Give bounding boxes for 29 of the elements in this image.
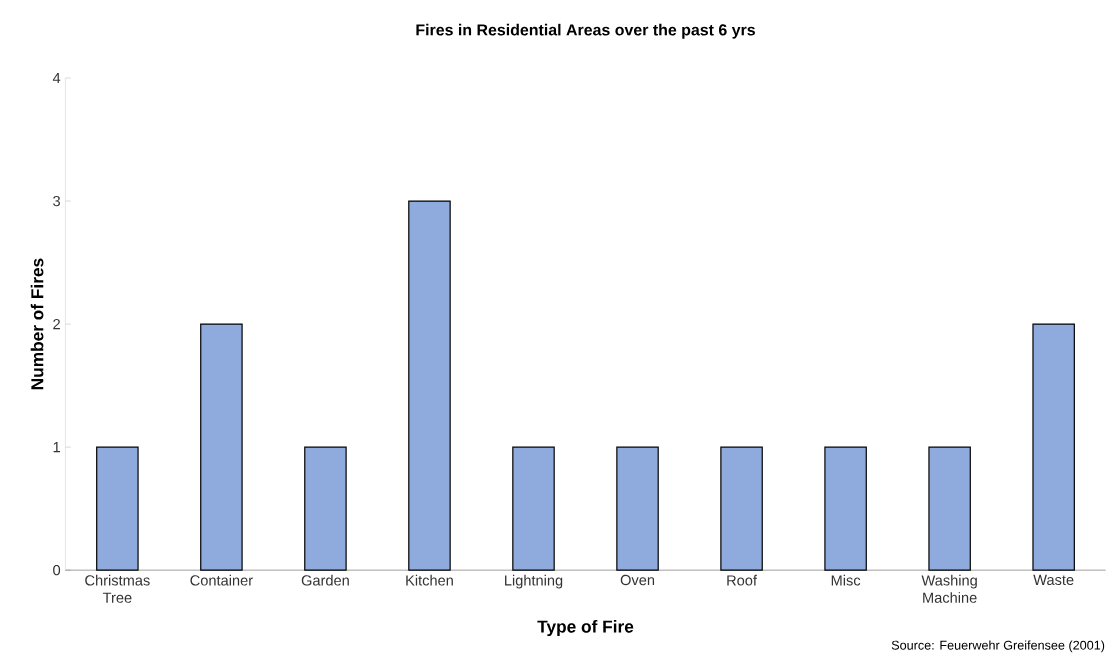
x-tick-label: Roof <box>727 574 758 586</box>
chart-title: Fires in Residential Areas over the past 6 yrs <box>416 23 755 39</box>
bar <box>824 446 867 571</box>
bar <box>928 446 971 571</box>
x-tick-label: Garden <box>301 574 349 586</box>
y-axis-title: Number of Fires <box>30 258 44 390</box>
y-tick-label: 4 <box>52 72 61 83</box>
bar <box>200 323 243 571</box>
x-tick-label: Container <box>190 574 253 586</box>
y-tick-label: 3 <box>53 195 61 207</box>
bar <box>96 446 139 571</box>
x-tick-label: Washing Machine <box>921 574 977 603</box>
bar <box>408 200 451 571</box>
x-tick-label: Lightning <box>505 574 563 589</box>
x-tick-label: Kitchen <box>406 574 453 586</box>
x-axis-title: Type of Fire <box>537 619 634 636</box>
bar <box>1032 323 1075 571</box>
bar <box>304 446 347 571</box>
bar <box>720 446 763 571</box>
source-note: Source: Feuerwehr Greifensee (2001) <box>891 640 1105 653</box>
x-tick-label: Oven <box>620 574 655 586</box>
bar <box>616 446 659 571</box>
y-tick-label: 0 <box>53 564 61 576</box>
x-tick-label: Waste <box>1033 574 1074 585</box>
bar <box>512 446 555 571</box>
x-tick-label: Christmas Tree <box>85 574 150 603</box>
x-tick-label: Misc <box>831 574 861 586</box>
y-tick-label: 1 <box>53 442 60 453</box>
y-tick-label: 2 <box>53 318 60 330</box>
